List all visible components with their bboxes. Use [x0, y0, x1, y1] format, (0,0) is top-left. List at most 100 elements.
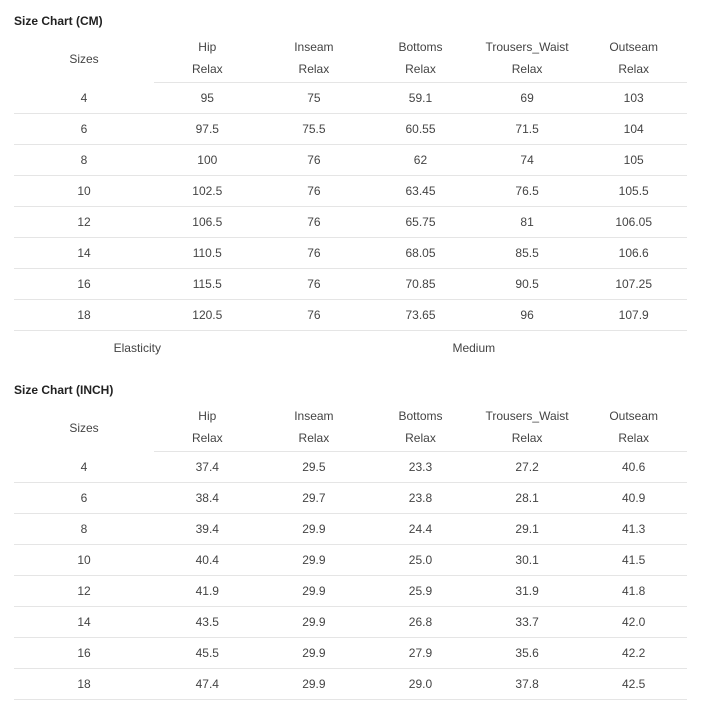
value-cell: 23.8	[367, 483, 474, 514]
value-cell: 75.5	[261, 114, 368, 145]
value-cell: 41.5	[580, 545, 687, 576]
cm-relax-bottoms: Relax	[367, 58, 474, 83]
table-row: 12106.57665.7581106.05	[14, 207, 687, 238]
value-cell: 110.5	[154, 238, 261, 269]
value-cell: 38.4	[154, 483, 261, 514]
table-row: 10102.57663.4576.5105.5	[14, 176, 687, 207]
size-cell: 18	[14, 669, 154, 700]
cm-col-inseam: Inseam	[261, 34, 368, 58]
value-cell: 107.25	[580, 269, 687, 300]
inch-col-hip: Hip	[154, 403, 261, 427]
value-cell: 65.75	[367, 207, 474, 238]
value-cell: 106.05	[580, 207, 687, 238]
value-cell: 102.5	[154, 176, 261, 207]
value-cell: 63.45	[367, 176, 474, 207]
value-cell: 75	[261, 83, 368, 114]
size-cell: 8	[14, 145, 154, 176]
value-cell: 42.0	[580, 607, 687, 638]
inch-col-trousers-waist: Trousers_Waist	[474, 403, 581, 427]
value-cell: 24.4	[367, 514, 474, 545]
value-cell: 29.9	[261, 638, 368, 669]
cm-relax-trousers-waist: Relax	[474, 58, 581, 83]
value-cell: 35.6	[474, 638, 581, 669]
value-cell: 29.9	[261, 545, 368, 576]
cm-col-trousers-waist: Trousers_Waist	[474, 34, 581, 58]
size-cell: 12	[14, 207, 154, 238]
value-cell: 105.5	[580, 176, 687, 207]
value-cell: 40.6	[580, 452, 687, 483]
value-cell: 33.7	[474, 607, 581, 638]
cm-elasticity-value: Medium	[261, 331, 687, 366]
value-cell: 73.65	[367, 300, 474, 331]
cm-size-table: Sizes Hip Inseam Bottoms Trousers_Waist …	[14, 34, 687, 365]
size-cell: 16	[14, 269, 154, 300]
value-cell: 41.8	[580, 576, 687, 607]
value-cell: 31.9	[474, 576, 581, 607]
value-cell: 81	[474, 207, 581, 238]
value-cell: 23.3	[367, 452, 474, 483]
value-cell: 29.9	[261, 514, 368, 545]
value-cell: 40.4	[154, 545, 261, 576]
inch-chart-title: Size Chart (INCH)	[14, 383, 687, 397]
cm-relax-inseam: Relax	[261, 58, 368, 83]
value-cell: 41.9	[154, 576, 261, 607]
value-cell: 29.1	[474, 514, 581, 545]
table-row: 1241.929.925.931.941.8	[14, 576, 687, 607]
value-cell: 29.7	[261, 483, 368, 514]
value-cell: 76	[261, 269, 368, 300]
value-cell: 42.5	[580, 669, 687, 700]
table-row: 437.429.523.327.240.6	[14, 452, 687, 483]
value-cell: 106.5	[154, 207, 261, 238]
value-cell: 62	[367, 145, 474, 176]
value-cell: 25.9	[367, 576, 474, 607]
value-cell: 120.5	[154, 300, 261, 331]
value-cell: 29.9	[261, 607, 368, 638]
value-cell: 107.9	[580, 300, 687, 331]
value-cell: 76	[261, 300, 368, 331]
value-cell: 25.0	[367, 545, 474, 576]
value-cell: 70.85	[367, 269, 474, 300]
value-cell: 74	[474, 145, 581, 176]
table-row: 839.429.924.429.141.3	[14, 514, 687, 545]
value-cell: 47.4	[154, 669, 261, 700]
value-cell: 76.5	[474, 176, 581, 207]
value-cell: 42.2	[580, 638, 687, 669]
cm-relax-outseam: Relax	[580, 58, 687, 83]
inch-relax-inseam: Relax	[261, 427, 368, 452]
value-cell: 45.5	[154, 638, 261, 669]
cm-chart-title: Size Chart (CM)	[14, 14, 687, 28]
size-cell: 6	[14, 114, 154, 145]
table-row: 1847.429.929.037.842.5	[14, 669, 687, 700]
value-cell: 39.4	[154, 514, 261, 545]
size-cell: 12	[14, 576, 154, 607]
table-row: 1645.529.927.935.642.2	[14, 638, 687, 669]
value-cell: 41.3	[580, 514, 687, 545]
value-cell: 27.2	[474, 452, 581, 483]
value-cell: 29.9	[261, 576, 368, 607]
value-cell: 37.8	[474, 669, 581, 700]
cm-sizes-header: Sizes	[14, 34, 154, 83]
value-cell: 37.4	[154, 452, 261, 483]
inch-sizes-header: Sizes	[14, 403, 154, 452]
value-cell: 60.55	[367, 114, 474, 145]
cm-elasticity-label: Elasticity	[14, 331, 261, 366]
value-cell: 26.8	[367, 607, 474, 638]
value-cell: 30.1	[474, 545, 581, 576]
size-cell: 6	[14, 483, 154, 514]
value-cell: 100	[154, 145, 261, 176]
value-cell: 104	[580, 114, 687, 145]
value-cell: 59.1	[367, 83, 474, 114]
table-row: 1040.429.925.030.141.5	[14, 545, 687, 576]
value-cell: 115.5	[154, 269, 261, 300]
cm-col-hip: Hip	[154, 34, 261, 58]
value-cell: 105	[580, 145, 687, 176]
size-cell: 18	[14, 300, 154, 331]
value-cell: 68.05	[367, 238, 474, 269]
value-cell: 71.5	[474, 114, 581, 145]
size-cell: 14	[14, 607, 154, 638]
value-cell: 103	[580, 83, 687, 114]
inch-relax-hip: Relax	[154, 427, 261, 452]
value-cell: 40.9	[580, 483, 687, 514]
table-row: 697.575.560.5571.5104	[14, 114, 687, 145]
value-cell: 76	[261, 145, 368, 176]
